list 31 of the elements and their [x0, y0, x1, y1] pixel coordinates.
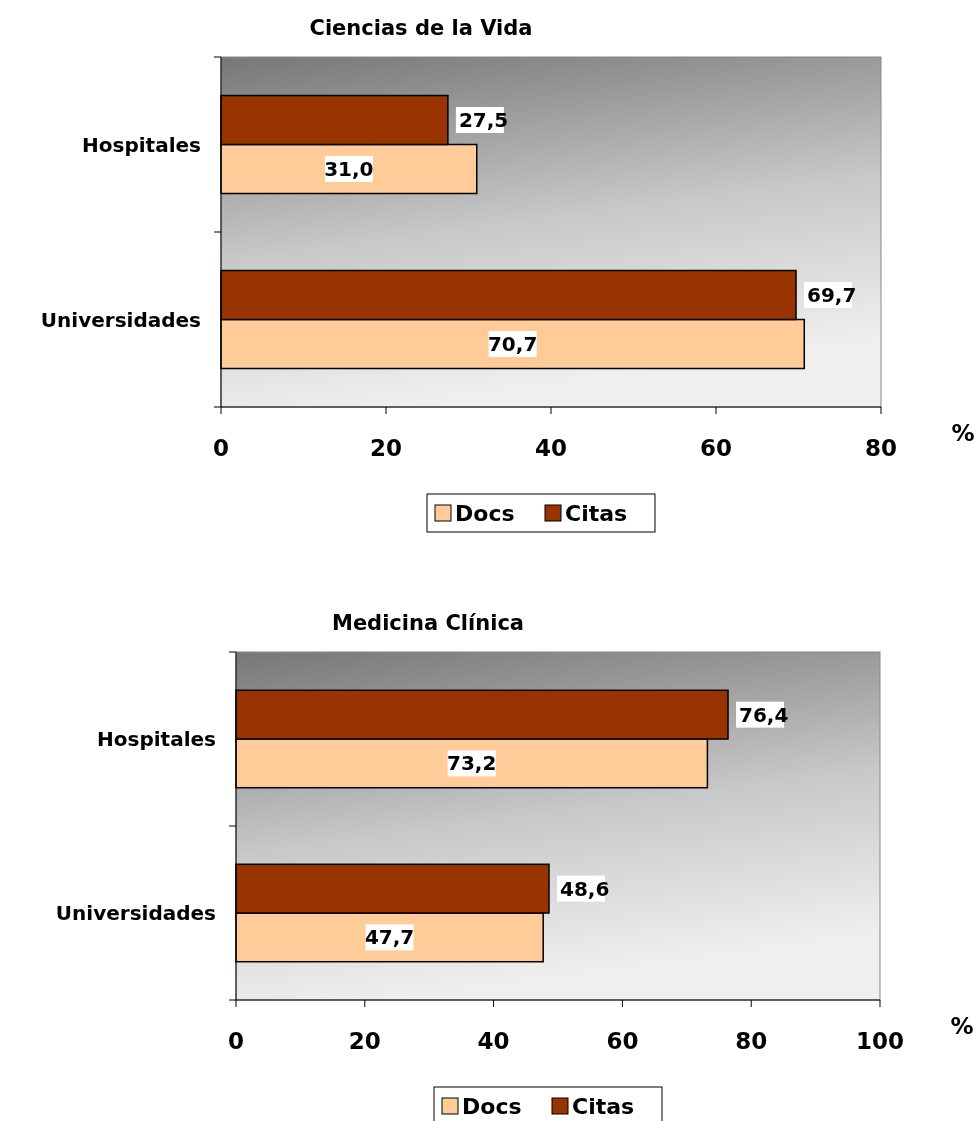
x-tick-label: 80 — [864, 435, 898, 461]
data-label: 48,6 — [559, 876, 610, 901]
y-tick-label: Hospitales — [82, 132, 201, 157]
data-label: 70,7 — [487, 332, 538, 356]
y-tick-label: Universidades — [40, 307, 201, 332]
x-tick-label: 20 — [348, 1028, 381, 1054]
data-label: 69,7 — [807, 283, 857, 307]
x-tick-label: 40 — [477, 1028, 510, 1054]
legend-label: Docs — [455, 501, 515, 526]
x-tick-label: 0 — [227, 1028, 245, 1054]
x-tick-label: 60 — [606, 1028, 639, 1054]
y-tick-label: Hospitales — [97, 727, 216, 751]
x-tick-label: 60 — [699, 435, 733, 461]
x-tick-label: 100 — [855, 1028, 905, 1054]
legend-label: Citas — [565, 501, 628, 526]
x-tick-label: 80 — [735, 1028, 768, 1054]
x-tick-label: 20 — [369, 435, 403, 461]
x-tick-label: 40 — [534, 435, 568, 461]
x-axis-title: % — [950, 1013, 974, 1039]
y-tick-label: Universidades — [55, 901, 216, 925]
data-label: 73,2 — [447, 751, 497, 776]
data-label: 27,5 — [458, 108, 509, 132]
chart-title: Medicina Clínica — [331, 611, 525, 635]
x-axis-title: % — [951, 420, 975, 446]
legend-label: Docs — [462, 1094, 522, 1119]
chart-title: Ciencias de la Vida — [309, 16, 533, 40]
legend-label: Citas — [572, 1094, 635, 1119]
x-tick-label: 0 — [212, 435, 230, 461]
data-label: 76,4 — [739, 702, 789, 727]
data-label: 31,0 — [324, 157, 374, 181]
data-label: 47,7 — [364, 925, 415, 950]
